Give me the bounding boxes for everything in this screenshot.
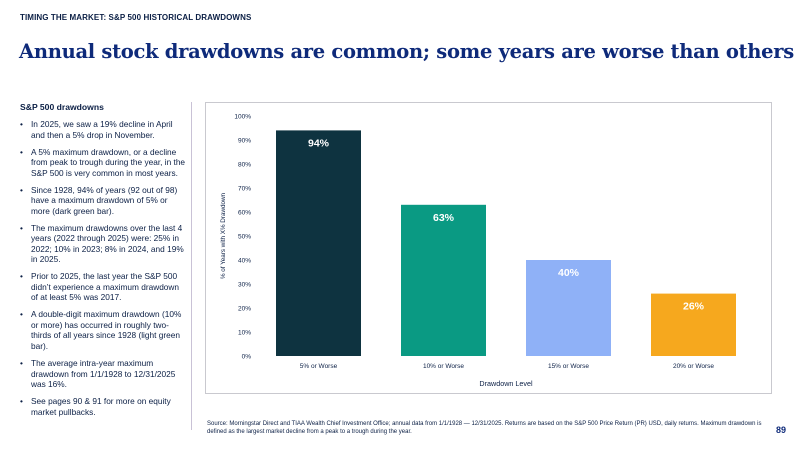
bullet-item: A 5% maximum drawdown, or a decline from… [20, 147, 191, 179]
y-tick-label: 40% [238, 258, 251, 265]
sidebar-heading: S&P 500 drawdowns [20, 102, 104, 112]
y-tick-label: 70% [238, 186, 251, 193]
bullet-item: Prior to 2025, the last year the S&P 500… [20, 271, 191, 303]
y-tick-label: 10% [238, 330, 251, 337]
y-tick-label: 60% [238, 210, 251, 217]
bar [651, 293, 736, 356]
bullet-item: See pages 90 & 91 for more on equity mar… [20, 396, 191, 417]
drawdown-bar-chart: 0% 10% 20% 30% 40% 50% 60% 70% 80% 90% 100% % of Ye… [220, 114, 736, 388]
bullet-item: In 2025, we saw a 19% decline in April a… [20, 119, 191, 140]
bar [401, 204, 486, 356]
chart-panel: 0% 10% 20% 30% 40% 50% 60% 70% 80% 90% 100% % of Ye… [205, 102, 772, 394]
x-tick-label: 20% or Worse [673, 363, 714, 370]
y-axis-label: % of Years with X% Drawdown [220, 192, 227, 279]
x-tick-label: 10% or Worse [423, 363, 464, 370]
bullet-item: Since 1928, 94% of years (92 out of 98) … [20, 185, 191, 217]
y-tick-label: 20% [238, 306, 251, 313]
bullet-item: A double-digit maximum drawdown (10% or … [20, 309, 191, 351]
bar-data-label: 26% [683, 301, 705, 313]
y-tick-label: 30% [238, 282, 251, 289]
page-title: Annual stock drawdowns are common; some … [19, 40, 794, 63]
y-tick-label: 80% [238, 162, 251, 169]
bar [526, 260, 611, 356]
y-tick-label: 50% [238, 234, 251, 241]
page-number: 89 [775, 425, 786, 435]
y-tick-label: 100% [234, 114, 251, 121]
bar-data-label: 94% [308, 137, 330, 149]
bullet-item: The average intra-year maximum drawdown … [20, 358, 191, 390]
x-tick-label: 15% or Worse [548, 363, 589, 370]
x-tick-label: 5% or Worse [300, 363, 338, 370]
bar-data-label: 40% [558, 267, 580, 279]
bullet-list: In 2025, we saw a 19% decline in April a… [20, 119, 191, 417]
x-axis-label: Drawdown Level [479, 379, 533, 388]
y-tick-label: 0% [242, 354, 252, 361]
eyebrow: TIMING THE MARKET: S&P 500 HISTORICAL DR… [20, 13, 252, 22]
bullet-item: The maximum drawdowns over the last 4 ye… [20, 223, 191, 265]
bar [276, 130, 361, 356]
sidebar: S&P 500 drawdowns In 2025, we saw a 19% … [20, 102, 192, 430]
source-note: Source: Morningstar Direct and TIAA Weal… [207, 421, 762, 435]
bar-data-label: 63% [433, 212, 455, 224]
y-tick-label: 90% [238, 138, 251, 145]
